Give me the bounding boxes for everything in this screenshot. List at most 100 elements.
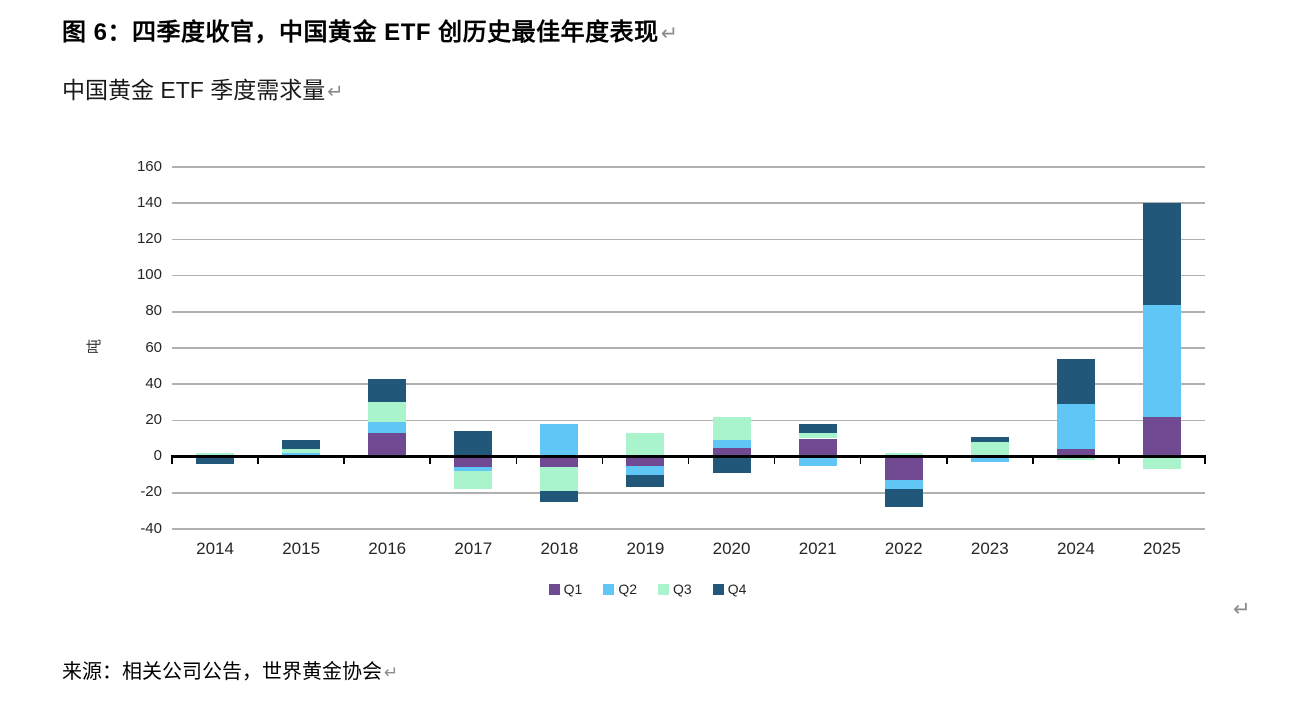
paragraph-mark-icon: ↵ — [384, 663, 399, 682]
gridline — [172, 238, 1205, 241]
gridline — [172, 528, 1205, 530]
chart-plot-area: 160 140 120 100 80 60 40 20 0 -20 -40 2014 2015 2016 2… — [137, 158, 1206, 558]
y-tick-label: 80 — [145, 302, 162, 320]
y-tick-label: 60 — [145, 338, 162, 356]
y-tick-label: -20 — [140, 483, 162, 501]
bar-segment-q4-2021 — [798, 424, 837, 434]
y-tick-label: 160 — [136, 157, 162, 175]
bar-segment-q4-2025 — [1142, 203, 1181, 305]
bar-segment-q3-2025 — [1142, 456, 1181, 470]
legend-swatch-icon — [712, 583, 724, 595]
bar-segment-q4-2015 — [282, 440, 321, 450]
legend-swatch-icon — [603, 583, 615, 595]
bar-segment-q4-2018 — [540, 490, 579, 502]
y-tick-label: 100 — [136, 266, 162, 284]
x-tick-label: 2014 — [196, 539, 234, 558]
bar-segment-q1-2018 — [540, 456, 579, 468]
x-axis-tick — [1204, 457, 1206, 464]
bar-segment-q3-2019 — [626, 433, 665, 457]
y-tick-label: 40 — [145, 374, 162, 392]
source-text: 来源：相关公司公告，世界黄金协会 — [62, 661, 382, 683]
x-tick-label: 2022 — [884, 539, 923, 558]
bar-segment-q3-2015 — [282, 449, 321, 453]
gridline — [172, 311, 1205, 313]
y-tick-label: 0 — [153, 447, 162, 465]
bar-segment-q3-2017 — [454, 471, 493, 490]
legend-label: Q3 — [673, 581, 692, 597]
bar-segment-q1-2020 — [712, 447, 751, 457]
gridline — [172, 202, 1205, 204]
bar-segment-q1-2025 — [1142, 416, 1181, 457]
y-tick-label: -40 — [140, 519, 162, 537]
bar-segment-q3-2022 — [884, 452, 923, 457]
gridline — [172, 419, 1205, 422]
bar-segment-q2-2019 — [626, 465, 665, 475]
y-tick-label: 20 — [145, 410, 162, 428]
bar-segment-q1-2024 — [1056, 449, 1095, 457]
bar-segment-q4-2023 — [970, 436, 1009, 443]
gridline — [172, 492, 1205, 494]
bar-segment-q2-2018 — [540, 424, 579, 457]
legend-label: Q1 — [563, 581, 583, 597]
x-tick-label: 2023 — [970, 539, 1009, 558]
x-axis-tick — [1118, 457, 1120, 464]
bar-segment-q3-2021 — [798, 433, 837, 439]
chart-legend: Q1 Q2 Q3 Q4 — [0, 581, 1295, 597]
bar-segment-q2-2025 — [1142, 304, 1181, 417]
figure-title-text: 图 6：四季度收官，中国黄金 ETF 创历史最佳年度表现 — [62, 19, 659, 46]
bar-segment-q2-2020 — [712, 440, 751, 448]
x-axis-tick — [773, 457, 776, 464]
bar-segment-q2-2021 — [798, 456, 837, 466]
bar-segment-q2-2024 — [1056, 404, 1095, 450]
bar-segment-q1-2022 — [884, 456, 923, 481]
x-axis-tick — [171, 457, 173, 464]
x-axis-line — [171, 455, 1206, 458]
figure-title: 图 6：四季度收官，中国黄金 ETF 创历史最佳年度表现↵ — [62, 12, 678, 47]
bar-segment-q2-2023 — [970, 456, 1009, 463]
legend-swatch-icon — [548, 583, 560, 595]
bar-segment-q4-2019 — [626, 474, 665, 488]
gridline — [172, 347, 1205, 349]
bar-segment-q1-2017 — [454, 456, 493, 468]
gridline — [172, 383, 1205, 385]
bar-segment-q3-2018 — [540, 467, 579, 491]
bar-segment-q4-2020 — [712, 456, 751, 473]
bar-segment-q1-2019 — [626, 456, 665, 466]
x-axis-tick — [601, 457, 604, 464]
x-axis-tick — [687, 457, 690, 464]
x-tick-label: 2019 — [626, 539, 665, 558]
x-tick-label: 2021 — [798, 539, 837, 558]
x-tick-label: 2025 — [1143, 539, 1181, 558]
x-tick-label: 2020 — [712, 539, 751, 558]
paragraph-mark-icon: ↵ — [327, 81, 344, 103]
x-tick-label: 2024 — [1056, 539, 1095, 558]
bar-segment-q2-2015 — [282, 452, 321, 457]
legend-item-q1: Q1 — [548, 581, 583, 597]
x-axis-tick — [1032, 457, 1034, 464]
bar-segment-q3-2014 — [196, 452, 235, 457]
bar-segment-q4-2014 — [196, 458, 235, 464]
x-tick-label: 2018 — [540, 539, 579, 558]
x-tick-label: 2015 — [282, 539, 321, 558]
paragraph-mark-icon: ↵ — [1233, 598, 1251, 621]
bar-segment-q2-2022 — [884, 480, 923, 490]
x-axis-tick — [343, 457, 345, 464]
legend-swatch-icon — [658, 583, 669, 595]
legend-label: Q4 — [727, 581, 747, 597]
bar-segment-q3-2023 — [970, 442, 1009, 457]
x-tick-label: 2016 — [368, 539, 407, 558]
bar-segment-q2-2016 — [368, 422, 407, 434]
x-tick-label: 2017 — [454, 539, 493, 558]
bar-segment-q4-2016 — [368, 378, 407, 403]
bar-segment-q4-2017 — [454, 431, 493, 457]
y-tick-label: 120 — [136, 229, 162, 247]
chart-subtitle: 中国黄金 ETF 季度需求量 ↵ — [62, 71, 344, 105]
legend-item-q2: Q2 — [603, 581, 637, 597]
legend-item-q3: Q3 — [658, 581, 692, 597]
y-tick-label: 140 — [136, 193, 162, 211]
legend-item-q4: Q4 — [712, 581, 747, 597]
source-line: 来源：相关公司公告，世界黄金协会 ↵ — [62, 655, 398, 684]
x-axis-tick — [859, 457, 862, 464]
x-axis-tick — [257, 457, 259, 464]
bar-segment-q3-2020 — [712, 416, 751, 441]
